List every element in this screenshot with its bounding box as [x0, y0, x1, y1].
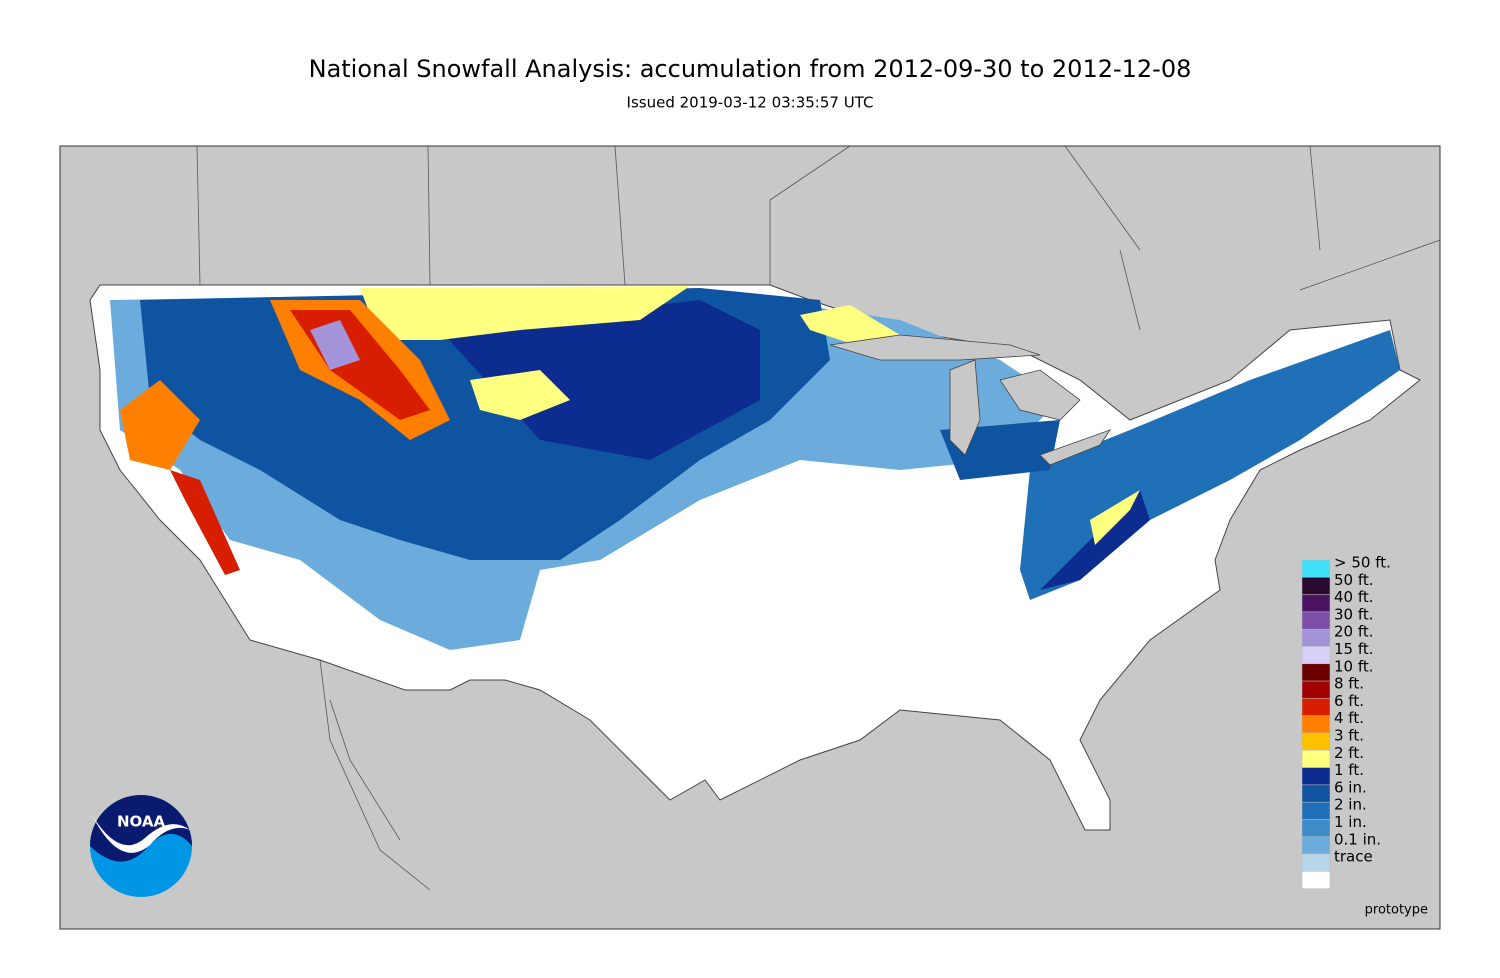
legend-label: 8 ft. — [1334, 675, 1364, 693]
legend-swatch — [1301, 871, 1331, 889]
legend-swatch — [1301, 559, 1331, 578]
legend-swatch — [1301, 628, 1331, 647]
snow-areas — [110, 286, 1400, 650]
legend-label: 6 ft. — [1334, 692, 1364, 710]
legend-swatch — [1301, 801, 1331, 820]
legend-label: 10 ft. — [1334, 657, 1374, 675]
prototype-note: prototype — [1365, 903, 1428, 918]
legend-swatch — [1301, 836, 1331, 855]
borders — [196, 145, 1441, 891]
legend-swatch — [1301, 750, 1331, 768]
legend-label: 3 ft. — [1334, 727, 1364, 745]
legend-label: 2 ft. — [1334, 744, 1364, 762]
legend-label: 15 ft. — [1334, 640, 1374, 658]
legend-label: 2 in. — [1334, 796, 1367, 814]
legend: > 50 ft.50 ft.40 ft.30 ft.20 ft.15 ft.10… — [1301, 554, 1391, 889]
legend-label: 40 ft. — [1334, 588, 1374, 606]
legend-swatch — [1301, 698, 1331, 716]
legend-swatch — [1301, 680, 1331, 699]
legend-label: 1 in. — [1334, 813, 1367, 831]
legend-swatch — [1301, 819, 1331, 838]
legend-label: 4 ft. — [1334, 709, 1364, 727]
title: National Snowfall Analysis: accumulation… — [309, 55, 1192, 83]
legend-swatch — [1301, 767, 1331, 786]
legend-label: 30 ft. — [1334, 605, 1374, 623]
great-lakes — [829, 334, 1112, 466]
noaa-logo: NOAA — [90, 795, 192, 897]
legend-swatch — [1301, 715, 1331, 734]
legend-label: 20 ft. — [1334, 623, 1374, 641]
legend-swatch — [1301, 577, 1331, 595]
subtitle: Issued 2019-03-12 03:35:57 UTC — [627, 94, 874, 112]
legend-swatch — [1301, 611, 1331, 630]
legend-swatch — [1301, 784, 1331, 803]
legend-label: > 50 ft. — [1334, 554, 1391, 572]
logo-text: NOAA — [117, 813, 166, 831]
legend-swatch — [1301, 853, 1331, 872]
legend-swatch — [1301, 732, 1331, 751]
legend-label: 0.1 in. — [1334, 830, 1381, 848]
legend-label: 1 ft. — [1334, 761, 1364, 779]
legend-label: trace — [1334, 848, 1373, 866]
map — [59, 145, 1441, 930]
legend-swatch — [1301, 663, 1331, 682]
legend-swatch — [1301, 646, 1331, 665]
legend-swatch — [1301, 594, 1331, 613]
legend-label: 6 in. — [1334, 778, 1367, 796]
legend-label: 50 ft. — [1334, 571, 1374, 589]
